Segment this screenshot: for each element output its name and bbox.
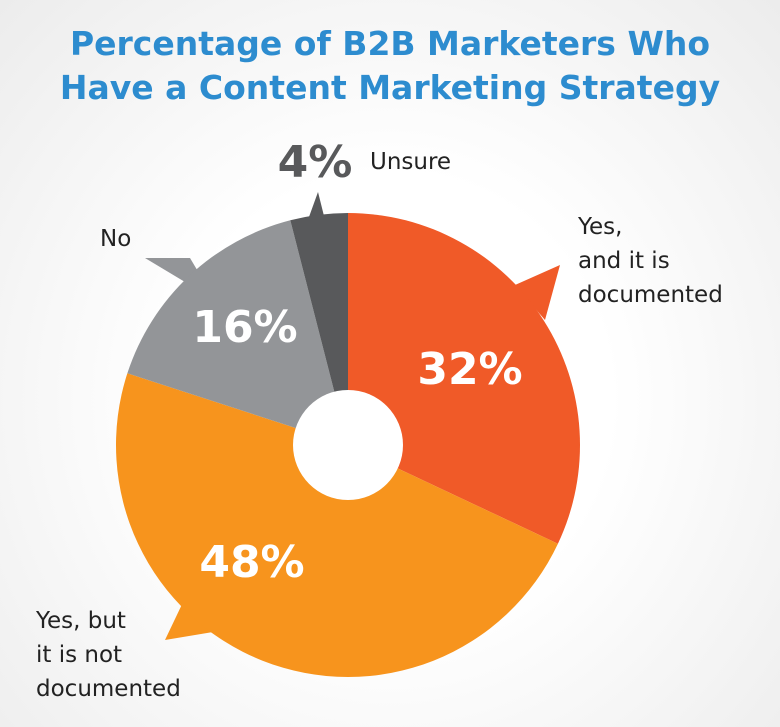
donut-hole [293,390,403,500]
category-label: Yes, but it is not documented [36,608,181,702]
pie-slice [348,213,580,544]
value-label: 4% [278,137,353,188]
value-label: 32% [417,344,522,395]
chart-title: Percentage of B2B Marketers Who Have a C… [59,24,721,107]
category-label: Yes, and it is documented [578,214,723,308]
value-label: 16% [192,302,297,353]
value-label: 48% [199,537,304,588]
pie-slice [116,373,558,677]
callout [515,265,560,320]
category-label: Unsure [370,149,452,175]
pie-slice [290,213,348,445]
pie-slice [127,220,348,445]
category-label: No [100,226,132,252]
